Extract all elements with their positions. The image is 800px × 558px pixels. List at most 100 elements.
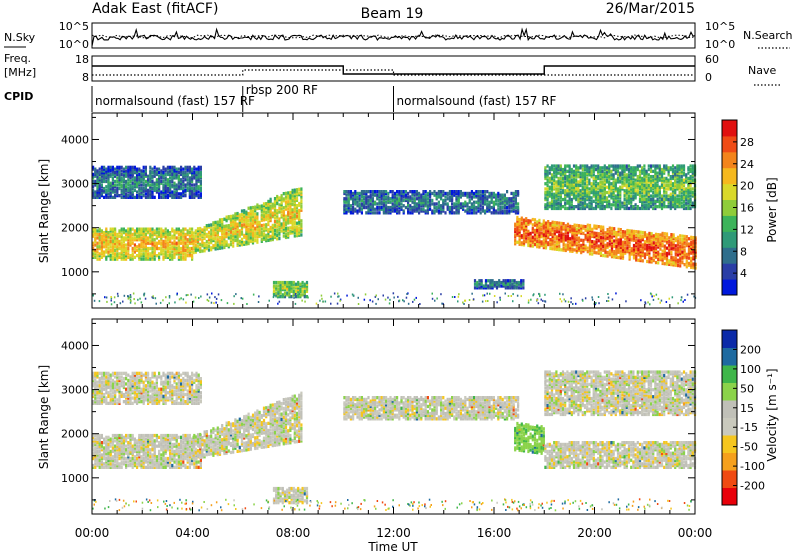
echo-cell — [191, 183, 193, 186]
echo-cell — [534, 238, 536, 241]
echo-cell — [668, 179, 670, 182]
echo-cell — [189, 235, 191, 238]
echo-cell — [451, 206, 453, 209]
echo-cell — [521, 222, 523, 225]
echo-cell — [252, 206, 254, 209]
echo-cell — [538, 245, 540, 248]
echo-cell — [165, 228, 167, 231]
echo-cell — [158, 256, 160, 259]
echo-cell — [684, 263, 686, 266]
echo-cell — [641, 177, 643, 180]
echo-cell — [641, 166, 643, 169]
echo-cell — [385, 201, 387, 204]
echo-cell — [615, 231, 617, 234]
echo-cell — [602, 186, 604, 189]
echo-cell — [582, 202, 584, 205]
echo-cell — [651, 239, 653, 242]
echo-cell — [201, 249, 203, 252]
echo-cell — [642, 235, 644, 238]
echo-cell — [635, 179, 637, 182]
echo-cell — [544, 166, 546, 169]
echo-cell — [182, 228, 184, 231]
echo-cell — [679, 257, 681, 260]
echo-cell — [480, 190, 482, 193]
echo-cell — [480, 208, 482, 211]
echo-cell — [505, 279, 507, 282]
echo-cell — [556, 235, 558, 238]
echo-cell — [138, 192, 140, 195]
echo-cell — [376, 211, 378, 214]
echo-cell — [278, 203, 280, 206]
echo-cell — [118, 166, 120, 169]
echo-cell — [114, 171, 116, 174]
echo-cell — [566, 207, 568, 210]
echo-cell — [620, 232, 622, 235]
echo-cell — [508, 197, 510, 200]
echo-cell — [541, 240, 543, 243]
echo-cell — [657, 172, 659, 175]
echo-cell — [259, 205, 261, 208]
echo-cell — [584, 182, 586, 185]
echo-cell — [149, 252, 151, 255]
echo-cell — [692, 240, 694, 243]
echo-cell — [564, 164, 566, 167]
echo-cell — [292, 203, 294, 206]
echo-cell — [478, 283, 480, 286]
echo-cell — [527, 219, 529, 222]
echo-cell — [110, 233, 112, 236]
echo-cell — [615, 179, 617, 182]
echo-cell — [189, 166, 191, 169]
echo-cell — [502, 209, 504, 212]
echo-cell — [646, 260, 648, 263]
echo-cell — [525, 240, 527, 243]
echo-cell — [171, 190, 173, 193]
echo-cell — [283, 192, 285, 195]
echo-cell — [374, 201, 376, 204]
echo-cell — [136, 228, 138, 231]
echo-cell — [370, 202, 372, 205]
echo-cell — [389, 201, 391, 204]
echo-cell — [596, 225, 598, 228]
echo-cell — [635, 203, 637, 206]
echo-cell — [125, 185, 127, 188]
echo-cell — [296, 188, 298, 191]
echo-cell — [621, 180, 623, 183]
echo-cell — [156, 187, 158, 190]
echo-cell — [143, 245, 145, 248]
echo-cell — [582, 239, 584, 242]
echo-cell — [598, 239, 600, 242]
echo-cell — [608, 194, 610, 197]
echo-cell — [532, 223, 534, 226]
echo-cell — [484, 194, 486, 197]
echo-cell — [409, 204, 411, 207]
echo-cell — [677, 236, 679, 239]
echo-cell — [560, 164, 562, 167]
echo-cell — [597, 182, 599, 185]
echo-cell — [433, 209, 435, 212]
echo-cell — [650, 175, 652, 178]
echo-cell — [275, 281, 277, 284]
echo-cell — [94, 168, 96, 171]
echo-cell — [125, 247, 127, 250]
echo-cell — [167, 187, 169, 190]
echo-cell — [474, 286, 476, 289]
echo-cell — [105, 228, 107, 231]
echo-cell — [652, 179, 654, 182]
echo-cell — [641, 194, 643, 197]
echo-cell — [151, 190, 153, 193]
echo-cell — [140, 196, 142, 199]
echo-cell — [381, 201, 383, 204]
echo-cell — [466, 192, 468, 195]
echo-cell — [639, 191, 641, 194]
echo-cell — [681, 256, 683, 259]
echo-cell — [522, 286, 524, 289]
echo-cell — [650, 194, 652, 197]
echo-cell — [534, 229, 536, 232]
echo-cell — [551, 200, 553, 203]
echo-cell — [555, 187, 557, 190]
echo-cell — [101, 235, 103, 238]
echo-cell — [134, 243, 136, 246]
echo-cell — [363, 195, 365, 198]
echo-cell — [129, 166, 131, 169]
echo-cell — [208, 241, 210, 244]
